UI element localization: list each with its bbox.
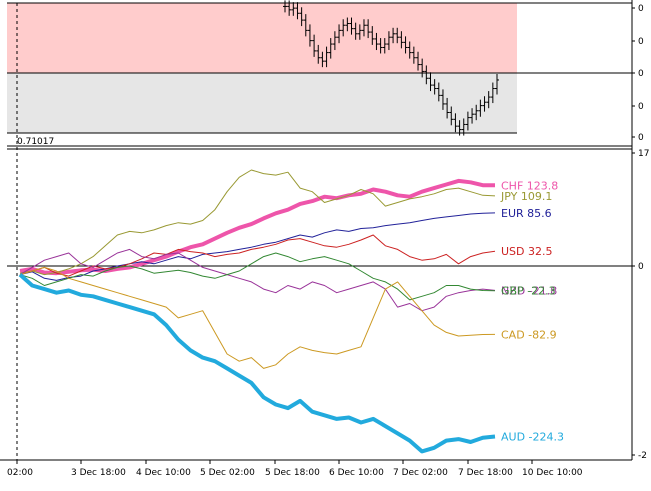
x-tick-label: 7 Dec 02:00 xyxy=(393,468,448,478)
candle xyxy=(482,96,487,112)
candle xyxy=(436,82,441,102)
candle xyxy=(328,38,333,59)
candle xyxy=(399,31,404,49)
x-tick-label: 5 Dec 18:00 xyxy=(265,468,320,478)
candle xyxy=(420,58,425,78)
candle xyxy=(299,7,304,27)
price-label: 0.71017 xyxy=(17,137,54,147)
candle xyxy=(470,108,475,124)
x-tick-label: 4 Dec 10:00 xyxy=(136,468,191,478)
candle xyxy=(445,97,450,119)
candle xyxy=(428,72,433,92)
series-line-aud xyxy=(18,273,496,454)
candle xyxy=(424,65,429,85)
series-label-cad: CAD -82.9 xyxy=(501,328,557,341)
candle xyxy=(386,31,391,51)
candle xyxy=(449,106,454,126)
series-label-eur: EUR 85.6 xyxy=(501,207,552,220)
candle xyxy=(457,120,462,136)
candle xyxy=(461,118,466,136)
candle xyxy=(312,34,317,57)
series-label-gbp: GBP -22.3 xyxy=(501,285,556,298)
candle xyxy=(341,19,346,37)
series-label-aud: AUD -224.3 xyxy=(501,431,564,444)
series-line-eur xyxy=(19,212,496,281)
candle xyxy=(366,19,371,39)
candle xyxy=(307,24,312,47)
candle xyxy=(332,31,337,51)
candle xyxy=(374,32,379,51)
candle xyxy=(490,82,495,104)
candle xyxy=(382,38,387,54)
candle xyxy=(486,91,491,109)
candle xyxy=(291,2,296,16)
series-line-gbp xyxy=(19,252,496,301)
y-tick-label: 0 xyxy=(638,37,644,47)
candle xyxy=(495,73,499,95)
candle xyxy=(378,38,383,54)
candle xyxy=(287,0,292,16)
oscillator-panel: 0.71017 xyxy=(7,0,632,147)
series-label-chf: CHF 123.8 xyxy=(501,179,558,192)
y-tick-label: -2 xyxy=(638,451,647,461)
x-tick-label: 02:00 xyxy=(7,468,33,478)
candle xyxy=(316,44,321,64)
strength-series-group xyxy=(18,169,496,454)
x-axis-ticks: 02:00 3 Dec 18:00 4 Dec 10:00 5 Dec 02:00 5 … xyxy=(7,460,583,478)
candlestick-series xyxy=(283,0,499,136)
candle xyxy=(395,27,400,44)
series-line-nzd xyxy=(19,248,496,312)
candle xyxy=(303,14,308,37)
candle xyxy=(391,27,396,44)
right-axis-ticks: 0 0 0 0 0 17 0 -2 xyxy=(632,4,649,461)
series-label-usd: USD 32.5 xyxy=(501,245,553,258)
candle xyxy=(357,24,362,40)
x-tick-label: 5 Dec 02:00 xyxy=(200,468,255,478)
candle xyxy=(337,24,342,44)
x-tick-label: 10 Dec 10:00 xyxy=(522,468,583,478)
candle xyxy=(416,51,421,71)
x-tick-label: 6 Dec 10:00 xyxy=(329,468,384,478)
candle xyxy=(411,46,416,64)
x-tick-label: 3 Dec 18:00 xyxy=(71,468,126,478)
candle xyxy=(440,89,445,110)
candle xyxy=(345,17,350,32)
series-line-usd xyxy=(19,234,496,277)
candle xyxy=(324,46,329,68)
candle xyxy=(453,113,458,133)
series-label-jpy: JPY 109.1 xyxy=(500,190,552,203)
y-tick-label: 0 xyxy=(638,102,644,112)
candle xyxy=(320,51,325,68)
candle xyxy=(474,104,479,121)
candle xyxy=(407,41,412,59)
candle xyxy=(478,99,483,117)
candle xyxy=(353,22,358,40)
candle xyxy=(295,2,300,20)
overbought-zone xyxy=(7,3,517,73)
candle xyxy=(349,17,354,35)
series-line-cad xyxy=(19,266,496,369)
candle xyxy=(361,19,366,37)
y-tick-label: 17 xyxy=(638,149,649,159)
series-label-nzd: NZD -21.8 xyxy=(501,284,557,297)
oversold-zone xyxy=(7,73,517,133)
y-tick-label: 0 xyxy=(638,133,644,143)
candle xyxy=(403,36,408,54)
series-line-chf xyxy=(19,178,496,276)
candle xyxy=(283,0,287,13)
candle xyxy=(432,79,437,95)
candle xyxy=(465,111,470,131)
y-tick-label: 0 xyxy=(638,262,644,272)
series-line-jpy xyxy=(19,169,496,276)
candle xyxy=(370,26,375,45)
x-tick-label: 7 Dec 18:00 xyxy=(458,468,513,478)
y-tick-label: 0 xyxy=(638,69,644,79)
y-tick-label: 0 xyxy=(638,4,644,14)
